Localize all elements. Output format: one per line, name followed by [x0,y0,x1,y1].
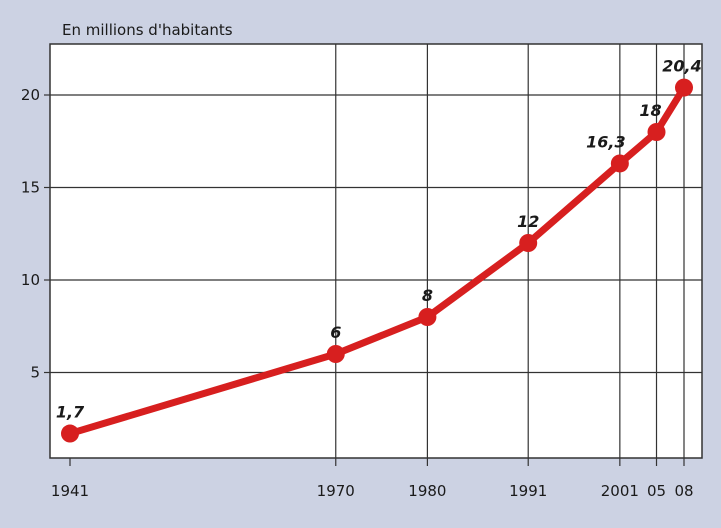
y-tick-label: 15 [21,179,40,197]
data-label: 20,4 [662,57,701,76]
data-series: 1,7 6 8 12 16,3 18 20,4 [56,57,702,443]
x-tick-label: 05 [647,482,666,500]
data-point [610,154,629,173]
x-tick-label: 1941 [51,482,89,500]
data-label: 12 [517,212,539,231]
plot-area [50,44,702,458]
data-label: 8 [422,286,433,305]
data-point [61,424,79,443]
plot-frame [49,43,703,459]
x-tick-label: 08 [674,482,693,500]
data-label: 18 [639,101,661,120]
data-point [519,234,538,252]
x-tick-label: 1970 [317,482,355,500]
y-tick-label: 10 [21,271,40,289]
x-tick-label: 1980 [408,482,446,500]
y-axis-label: En millions d'habitants [62,21,233,39]
data-point [418,308,437,326]
data-point [647,123,666,141]
y-tick-label: 20 [21,86,40,104]
grid [49,43,703,459]
data-label: 6 [330,323,341,342]
data-point [326,345,345,363]
y-tick-label: 5 [30,364,40,382]
x-tick-label: 1991 [509,482,547,500]
y-axis: 5 10 15 20 [21,86,50,382]
data-label: 1,7 [56,403,85,422]
data-label: 16,3 [586,132,625,151]
x-axis: 1941 1970 1980 1991 2001 05 08 [51,458,694,500]
data-point [675,78,693,97]
x-tick-label: 2001 [601,482,639,500]
